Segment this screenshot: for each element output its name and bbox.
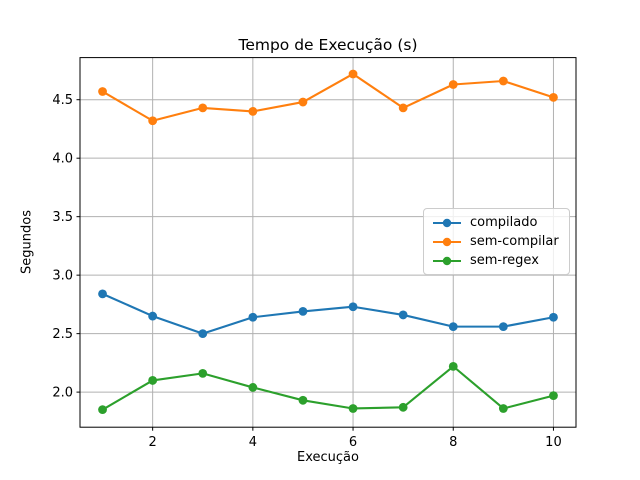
y-tick-label: 4.5	[52, 93, 73, 108]
data-point-compilado	[298, 307, 308, 316]
x-axis-label: Execução	[297, 450, 359, 465]
data-point-sem-compilar	[498, 76, 508, 86]
data-point-sem-regex	[198, 368, 208, 378]
legend-label: sem-compilar	[470, 234, 559, 249]
data-point-sem-regex	[298, 395, 308, 405]
axes-layer: 2 4 6 8 10 2.0 2.5 3.0 3.5 4.0 4.5	[52, 57, 577, 450]
data-point-compilado	[448, 322, 458, 332]
x-tick-label: 10	[545, 435, 562, 450]
data-point-compilado	[248, 312, 258, 322]
data-point-compilado	[348, 302, 358, 312]
x-tick-label: 2	[149, 435, 157, 450]
y-tick-label: 4.0	[52, 152, 73, 167]
legend-label: sem-regex	[470, 253, 539, 268]
y-tick-label: 3.5	[52, 210, 73, 225]
legend-marker	[442, 256, 452, 265]
data-point-sem-regex	[248, 383, 258, 392]
data-point-sem-regex	[498, 404, 508, 413]
data-point-sem-compilar	[198, 103, 208, 113]
series-line-sem-compilar	[101, 72, 555, 122]
legend-marker	[442, 218, 452, 227]
series-line-compilado	[101, 292, 555, 335]
data-point-compilado	[198, 329, 208, 339]
y-axis-label: Segundos	[19, 210, 35, 274]
data-point-sem-compilar	[248, 107, 258, 116]
data-point-sem-regex	[448, 361, 458, 371]
x-tick-label: 6	[349, 435, 357, 450]
axes-frame	[79, 57, 577, 428]
legend: compilado sem-compilar sem-regex	[423, 208, 570, 275]
data-point-sem-compilar	[148, 116, 158, 126]
data-point-compilado	[549, 312, 558, 322]
series-layer	[98, 69, 558, 415]
data-point-sem-compilar	[549, 92, 558, 102]
legend-line-sample	[433, 237, 461, 246]
data-point-sem-regex	[148, 376, 158, 385]
data-point-compilado	[498, 322, 508, 332]
data-point-sem-compilar	[348, 69, 358, 79]
y-tick-label: 3.0	[52, 269, 73, 284]
legend-item-sem-compilar: sem-compilar	[432, 234, 561, 249]
data-point-sem-compilar	[298, 97, 308, 107]
data-point-sem-compilar	[98, 87, 107, 96]
series-line-sem-regex	[101, 365, 555, 411]
legend-item-compilado: compilado	[432, 215, 561, 230]
legend-line-sample	[433, 256, 461, 265]
data-point-sem-compilar	[398, 103, 408, 113]
data-point-sem-regex	[398, 402, 408, 412]
data-point-compilado	[98, 289, 107, 299]
chart-title: Tempo de Execução (s)	[238, 36, 418, 54]
x-tick-label: 8	[449, 435, 457, 450]
y-tick-label: 2.5	[52, 327, 73, 342]
data-point-sem-regex	[348, 404, 358, 413]
data-point-sem-regex	[98, 405, 107, 415]
legend-item-sem-regex: sem-regex	[432, 253, 561, 268]
data-point-compilado	[398, 310, 408, 320]
data-point-sem-compilar	[448, 80, 458, 89]
x-tick-label: 4	[249, 435, 257, 450]
legend-line-sample	[433, 218, 461, 227]
data-point-compilado	[148, 311, 158, 321]
y-tick-label: 2.0	[52, 386, 73, 401]
legend-marker	[442, 237, 452, 246]
data-point-sem-regex	[549, 391, 558, 401]
legend-label: compilado	[470, 215, 538, 230]
